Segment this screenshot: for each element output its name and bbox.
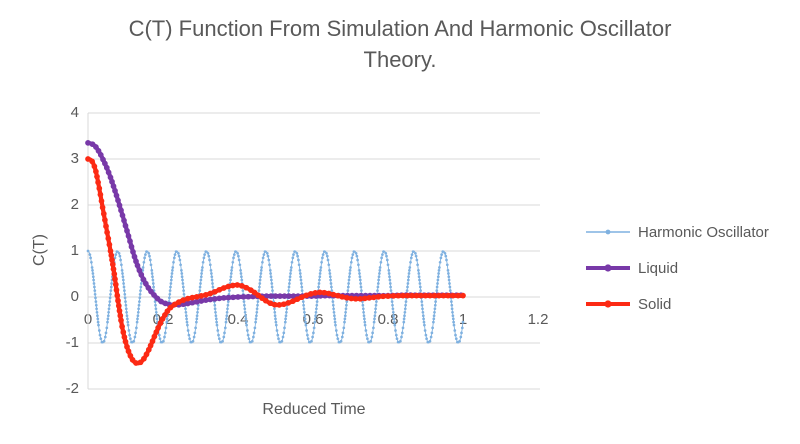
series-solid xyxy=(85,156,466,366)
y-tick-label: -1 xyxy=(65,334,79,351)
legend-item-liquid: Liquid xyxy=(585,250,769,286)
gridlines xyxy=(87,112,540,390)
chart-title-line1: C(T) Function From Simulation And Harmon… xyxy=(128,16,672,41)
y-tick-label: 4 xyxy=(70,104,79,121)
series-liquid xyxy=(85,140,466,308)
x-tick-label: 0.8 xyxy=(377,311,399,328)
chart-title-line2: Theory. xyxy=(363,47,437,72)
x-tick-label: 1.2 xyxy=(527,311,549,328)
legend-item-solid: Solid xyxy=(585,286,769,322)
legend-label: Solid xyxy=(638,295,672,313)
x-tick-label: 0.4 xyxy=(227,311,249,328)
legend-label: Harmonic Oscillator xyxy=(638,223,769,241)
y-tick-label: -2 xyxy=(65,380,79,397)
legend-label: Liquid xyxy=(638,259,679,277)
x-tick-label: 0.2 xyxy=(152,311,174,328)
legend-marker-icon xyxy=(586,264,630,272)
series-harmonic-oscillator xyxy=(86,249,465,344)
x-tick-label: 0 xyxy=(83,311,93,328)
x-tick-label: 1 xyxy=(458,311,468,328)
x-axis-title: Reduced Time xyxy=(262,401,366,418)
y-tick-label: 2 xyxy=(70,196,79,213)
x-tick-label: 0.6 xyxy=(302,311,324,328)
legend-item-harmonic-oscillator: Harmonic Oscillator xyxy=(585,214,769,250)
y-axis-title: C(T) xyxy=(31,234,48,266)
legend: Harmonic Oscillator Liquid Solid xyxy=(585,214,769,322)
legend-marker-icon xyxy=(586,229,630,235)
y-tick-label: 0 xyxy=(70,288,79,305)
y-tick-label: 3 xyxy=(70,150,79,167)
y-tick-label: 1 xyxy=(70,242,79,259)
legend-marker-icon xyxy=(586,300,630,308)
chart-title: C(T) Function From Simulation And Harmon… xyxy=(0,13,800,75)
